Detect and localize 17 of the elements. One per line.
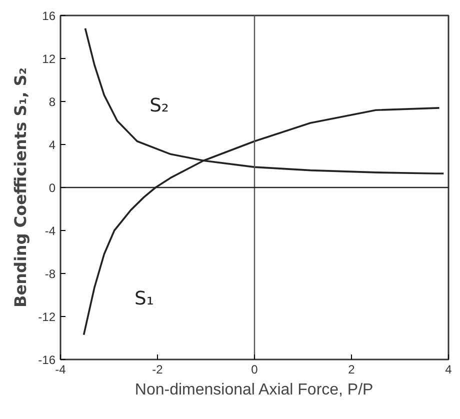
x-tick-label: 4 <box>445 362 452 376</box>
text: S₁ <box>134 288 154 310</box>
series-label: S₂ <box>150 95 169 116</box>
y-axis-title: Bending Coefficients S₁, S₂ <box>11 68 30 308</box>
x-tick-label: -2 <box>152 362 164 376</box>
y-tick-label: -12 <box>38 310 56 324</box>
y-tick-label: -4 <box>44 224 56 238</box>
x-axis-title: Non-dimensional Axial Force, P/P <box>134 382 374 398</box>
y-tick-label: -16 <box>38 353 56 367</box>
x-tick-label: 2 <box>348 362 356 376</box>
y-tick-label: 4 <box>48 138 56 152</box>
y-tick-label: -8 <box>44 267 56 281</box>
y-tick-label: 16 <box>42 9 56 23</box>
y-tick-label: 8 <box>48 95 56 109</box>
y-tick-label: 12 <box>42 52 56 66</box>
y-tick-label: 0 <box>48 181 56 195</box>
x-tick-label: 0 <box>251 362 258 376</box>
